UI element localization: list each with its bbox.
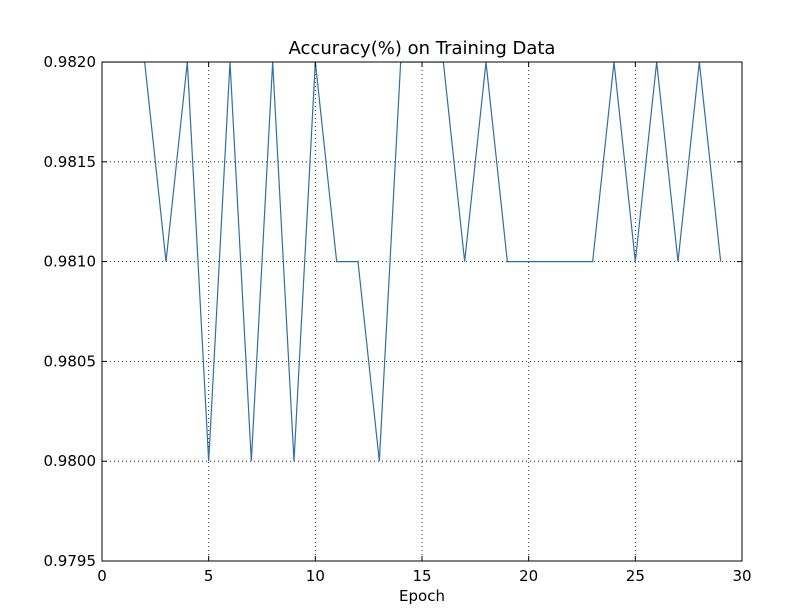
y-tick-label: 0.9805 — [44, 352, 97, 370]
y-tick-label: 0.9820 — [44, 53, 97, 71]
x-tick-label: 10 — [306, 567, 325, 585]
x-tick-label: 0 — [97, 567, 107, 585]
y-tick-label: 0.9815 — [44, 153, 97, 171]
x-tick-label: 25 — [626, 567, 645, 585]
x-axis-label: Epoch — [399, 587, 445, 605]
x-tick-label: 30 — [732, 567, 751, 585]
x-tick-label: 15 — [412, 567, 431, 585]
y-tick-label: 0.9800 — [44, 452, 97, 470]
x-tick-label: 20 — [519, 567, 538, 585]
data-line — [102, 62, 722, 462]
chart-title: Accuracy(%) on Training Data — [289, 38, 556, 59]
y-tick-label: 0.9795 — [44, 552, 97, 570]
x-tick-label: 5 — [204, 567, 214, 585]
y-tick-label: 0.9810 — [44, 253, 97, 271]
